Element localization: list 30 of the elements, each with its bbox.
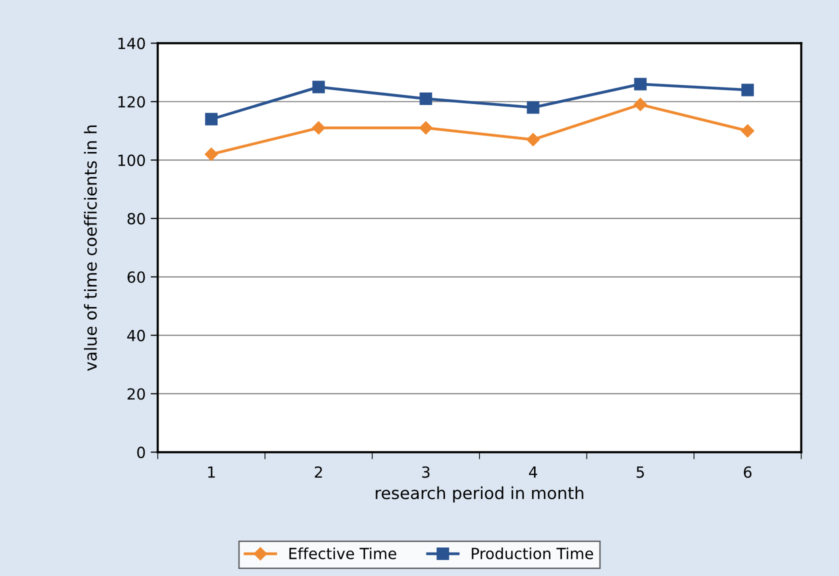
point	[312, 80, 325, 94]
y-tick-label: 0	[137, 446, 145, 458]
point	[312, 121, 326, 134]
y-tick-label: 140	[118, 38, 145, 50]
point	[526, 101, 540, 114]
point	[741, 84, 754, 96]
y-axis-title: value of time coefficients in h	[84, 125, 97, 371]
legend-label: Effective Time	[289, 547, 396, 560]
y-tick-label: 100	[118, 154, 145, 166]
point	[420, 92, 432, 105]
point	[741, 124, 754, 138]
x-tick-label: 4	[529, 466, 538, 478]
legend-label: Production Time	[472, 547, 594, 560]
y-tick-label: 80	[128, 212, 145, 224]
point	[634, 98, 647, 112]
x-tick-label: 3	[422, 466, 430, 478]
x-tick-label: 2	[314, 466, 322, 478]
y-tick-label: 120	[118, 96, 145, 108]
y-tick-label: 60	[128, 271, 145, 283]
x-axis-title: research period in month	[376, 486, 584, 503]
point	[204, 148, 218, 161]
point	[526, 133, 540, 146]
point	[634, 78, 647, 90]
x-tick-label: 1	[208, 466, 215, 478]
x-tick-label: 5	[636, 466, 644, 478]
point	[419, 121, 432, 134]
y-tick-label: 20	[128, 388, 145, 400]
x-tick-label: 6	[744, 466, 752, 478]
point	[205, 112, 218, 126]
y-tick-label: 40	[127, 330, 145, 342]
